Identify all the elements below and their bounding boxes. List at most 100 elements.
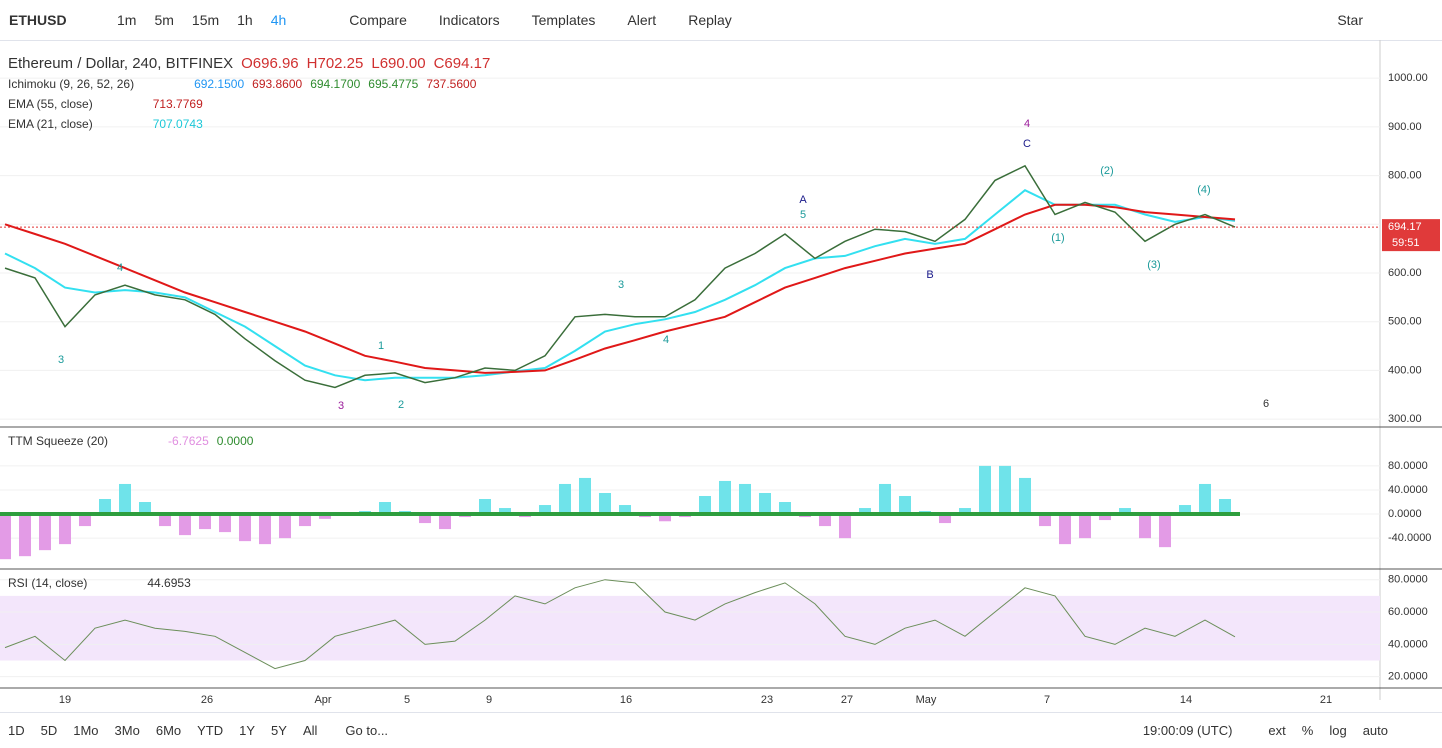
squeeze-bar [779, 502, 791, 515]
squeeze-bar [599, 492, 611, 515]
close-line [4, 164, 1236, 389]
ohlc: H702.25 [306, 55, 364, 72]
range-button[interactable]: YTD [197, 723, 224, 738]
interval[interactable]: 4h [270, 12, 287, 28]
scale-option[interactable]: ext [1268, 723, 1286, 738]
price-tag [1382, 219, 1440, 252]
indicator-value: 713.7769 [152, 97, 203, 111]
range-button[interactable]: All [302, 723, 318, 738]
squeeze-bar [899, 495, 911, 515]
y-tick-label: 40.0000 [1388, 484, 1428, 496]
x-tick-label: 5 [404, 694, 410, 706]
star[interactable]: Star [1337, 12, 1363, 28]
squeeze-bar [259, 514, 271, 545]
y-tick-label: 900.00 [1388, 121, 1422, 133]
wave-label: 2 [398, 399, 404, 411]
chart: 1000.00900.00800.00700.00600.00500.00400… [0, 40, 1442, 706]
x-tick-label: 23 [761, 694, 773, 706]
squeeze-bar [499, 508, 511, 515]
ohlc: L690.00 [371, 55, 426, 72]
x-tick-label: May [916, 694, 937, 706]
indicator-name: TTM Squeeze (20) [8, 434, 109, 448]
squeeze-bar [1159, 514, 1171, 548]
squeeze-bar [119, 483, 131, 515]
squeeze-bar [319, 514, 331, 519]
squeeze-bar [139, 502, 151, 515]
wave-label: B [926, 269, 933, 281]
squeeze-bar [1139, 514, 1151, 539]
interval[interactable]: 1h [237, 12, 253, 28]
squeeze-bar [279, 514, 291, 539]
squeeze-bar [1039, 514, 1051, 527]
squeeze-bar [19, 514, 31, 557]
indicator-value: 737.5600 [426, 77, 477, 91]
y-tick-label: 300.00 [1388, 413, 1422, 425]
indicator-value: 44.6953 [147, 576, 191, 590]
x-tick-label: 26 [201, 694, 213, 706]
toolbar-button[interactable]: Compare [349, 12, 407, 28]
squeeze-bar [419, 514, 431, 524]
squeeze-bar [959, 508, 971, 515]
interval[interactable]: 1m [117, 12, 137, 28]
squeeze-bar [759, 492, 771, 515]
range-button[interactable]: 1D [8, 723, 25, 738]
range-button[interactable]: 1Mo [73, 723, 99, 738]
goto[interactable]: Go to... [345, 723, 389, 738]
squeeze-bar [719, 480, 731, 515]
squeeze-bar [239, 514, 251, 542]
squeeze-bar [0, 514, 11, 560]
y-tick-label: 800.00 [1388, 169, 1422, 181]
scale-option[interactable]: auto [1362, 723, 1388, 738]
toolbar-button[interactable]: Alert [627, 12, 657, 28]
squeeze-bar [99, 499, 111, 515]
squeeze-bar [219, 514, 231, 533]
symbol[interactable]: ETHUSD [9, 12, 67, 28]
indicator-value: 693.8600 [252, 77, 303, 91]
wave-label: (1) [1051, 232, 1064, 244]
rsi-line [4, 579, 1236, 670]
interval[interactable]: 15m [191, 12, 220, 28]
legend-title: Ethereum / Dollar, 240, BITFINEX [8, 55, 234, 72]
indicator-name: EMA (21, close) [8, 117, 93, 131]
countdown: 59:51 [1392, 237, 1420, 249]
toolbar-button[interactable]: Replay [688, 12, 732, 28]
scale-option[interactable]: log [1329, 723, 1347, 738]
toolbar-button[interactable]: Templates [531, 12, 596, 28]
wave-label: 3 [618, 279, 624, 291]
y-tick-label: 60.0000 [1388, 606, 1428, 618]
ohlc: O696.96 [241, 55, 299, 72]
squeeze-bar [699, 495, 711, 515]
range-button[interactable]: 1Y [239, 723, 256, 738]
rsi-band [0, 595, 1380, 661]
squeeze-bar [299, 514, 311, 527]
range-button[interactable]: 6Mo [155, 723, 182, 738]
ema-21-line [4, 189, 1236, 382]
range-button[interactable]: 5Y [271, 723, 287, 738]
squeeze-bar [379, 502, 391, 515]
indicator-legend: EMA (21, close) 707.0743 [8, 117, 211, 131]
range-button[interactable]: 3Mo [114, 723, 140, 738]
y-tick-label: 80.0000 [1388, 574, 1428, 586]
y-tick-label: 40.0000 [1388, 638, 1428, 650]
toolbar-button[interactable]: Indicators [438, 12, 500, 28]
indicator-legend: TTM Squeeze (20) -6.7625 0.0000 [8, 434, 261, 448]
clock: 19:00:09 (UTC) [1142, 723, 1233, 738]
squeeze-bar [1099, 514, 1111, 521]
x-tick-label: 16 [620, 694, 632, 706]
wave-label: 5 [800, 209, 806, 221]
wave-label: 4 [117, 262, 123, 274]
squeeze-bar [939, 514, 951, 524]
last-price: 694.17 [1388, 221, 1422, 233]
squeeze-bar [879, 483, 891, 515]
squeeze-bar [859, 508, 871, 515]
squeeze-bar [179, 514, 191, 536]
y-tick-label: 400.00 [1388, 364, 1422, 376]
interval[interactable]: 5m [154, 12, 174, 28]
range-button[interactable]: 5D [40, 723, 58, 738]
squeeze-bar [559, 483, 571, 515]
y-tick-label: 600.00 [1388, 267, 1422, 279]
scale-option[interactable]: % [1301, 723, 1314, 738]
squeeze-bar [159, 514, 171, 527]
squeeze-bar [1059, 514, 1071, 545]
